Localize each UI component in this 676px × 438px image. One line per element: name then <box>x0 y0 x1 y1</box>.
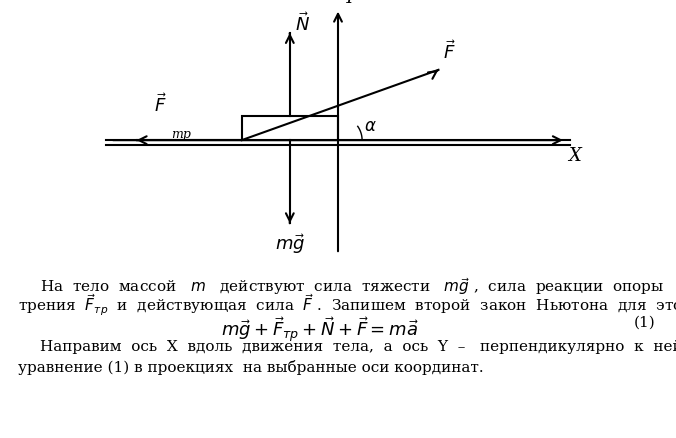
Text: $\vec{N}$: $\vec{N}$ <box>295 12 310 35</box>
Text: $\vec{F}$: $\vec{F}$ <box>443 40 456 63</box>
Text: $\vec{F}$: $\vec{F}$ <box>154 93 167 116</box>
Text: уравнение (1) в проекциях  на выбранные оси координат.: уравнение (1) в проекциях на выбранные о… <box>18 360 483 375</box>
Text: (1): (1) <box>634 316 656 330</box>
Text: трения  $\vec{F}_{тр}$  и  действующая  сила  $\vec{F}$ .  Запишем  второй  зако: трения $\vec{F}_{тр}$ и действующая сила… <box>18 293 676 318</box>
Text: $m\vec{g}$: $m\vec{g}$ <box>274 232 305 256</box>
Text: $m\vec{g}+\vec{F}_{тр}+\vec{N}+\vec{F}=m\vec{a}$: $m\vec{g}+\vec{F}_{тр}+\vec{N}+\vec{F}=m… <box>221 316 419 345</box>
Text: X: X <box>568 147 581 165</box>
Text: Y: Y <box>343 0 355 7</box>
Text: тр: тр <box>170 128 191 141</box>
Text: $\alpha$: $\alpha$ <box>364 118 377 135</box>
Bar <box>241 116 338 140</box>
Text: Направим  ось  X  вдоль  движения  тела,  а  ось  Y  –   перпендикулярно  к  ней: Направим ось X вдоль движения тела, а ос… <box>40 340 676 354</box>
Text: На  тело  массой   $m$   действуют  сила  тяжести   $m\vec{g}$ ,  сила  реакции : На тело массой $m$ действуют сила тяжест… <box>40 273 676 297</box>
